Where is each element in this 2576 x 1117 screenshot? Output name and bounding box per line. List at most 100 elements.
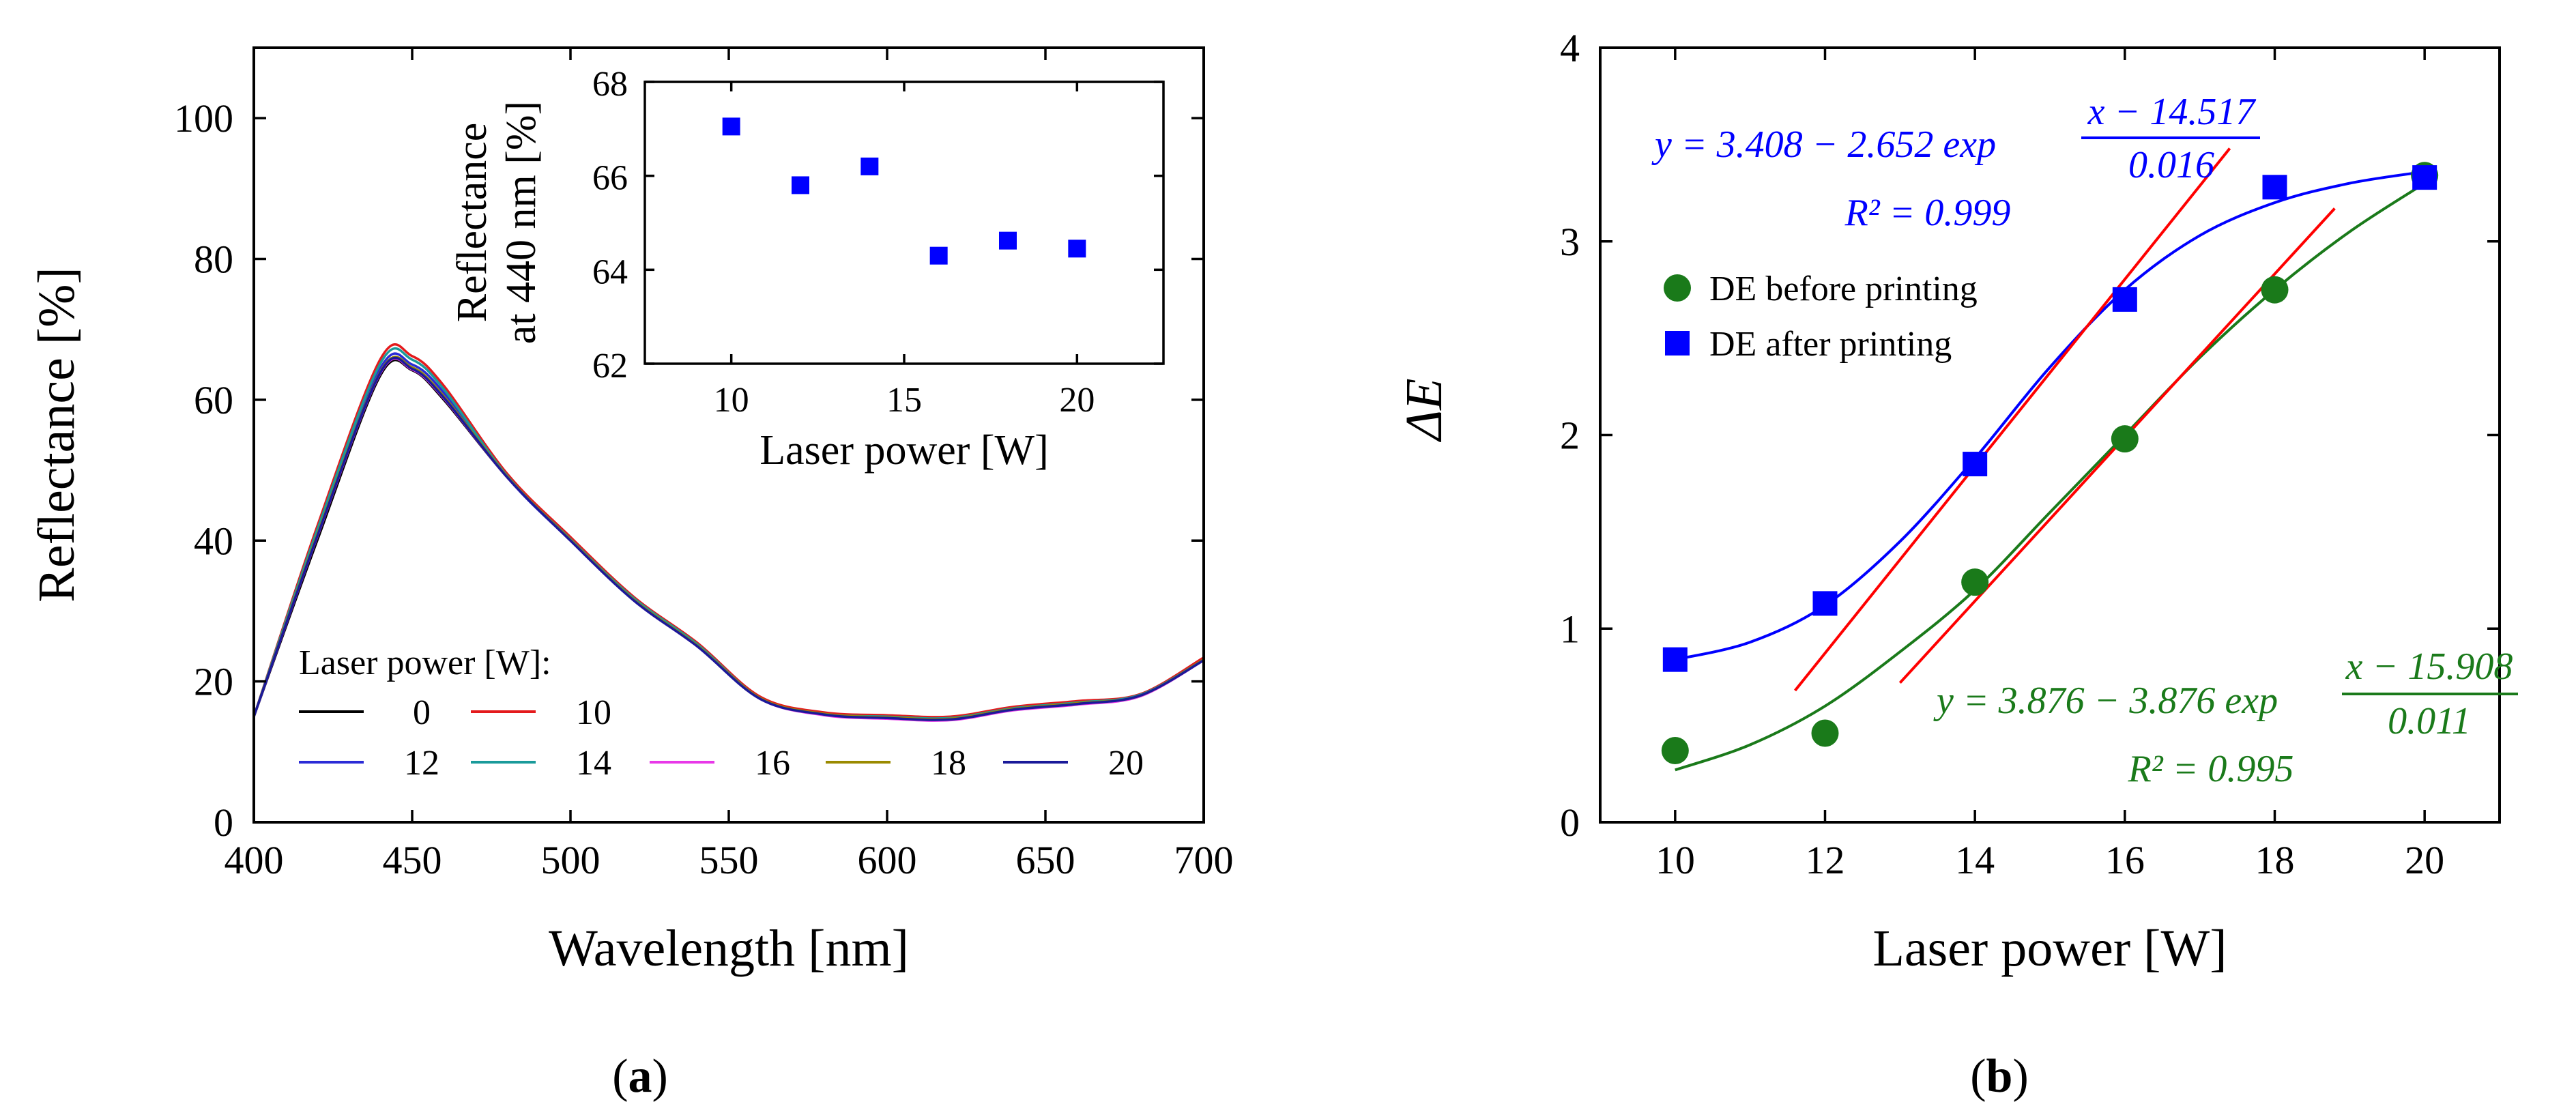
inset: 10 15 20 62 64 66 68 Laser power [W] Reflectan… — [449, 65, 1165, 474]
point-after-printing — [2262, 175, 2287, 200]
reflectance-curves — [252, 343, 1204, 722]
point-after-printing — [1662, 647, 1688, 672]
plot-b-xtick-label: 16 — [2105, 838, 2145, 882]
inset-points — [722, 117, 1086, 265]
inset-ytick-label: 64 — [592, 252, 628, 291]
eq-before-r2: R² = 0.995 — [2128, 748, 2294, 790]
plot-a-ytick-label: 20 — [194, 660, 233, 704]
plot-a-ylabel: Reflectance [%] — [28, 267, 85, 603]
eq-before-lhs: y = 3.876 − 3.876 exp — [1933, 680, 2278, 722]
point-before-printing — [2111, 425, 2139, 453]
eq-before-numerator: x − 15.908 — [2345, 645, 2513, 688]
point-before-printing — [1661, 737, 1689, 765]
legend-label-12: 12 — [404, 744, 439, 783]
inset-ytick-label: 66 — [592, 159, 628, 198]
inset-ylabel-line2: at 440 nm [%] — [498, 101, 545, 344]
plot-b-xtick-label: 20 — [2405, 838, 2444, 882]
inset-point — [722, 117, 740, 136]
inset-point — [1068, 240, 1086, 258]
panel-b-label-open: ( — [1970, 1050, 1986, 1103]
legend-marker-before — [1664, 274, 1691, 302]
plot-b-xtick-label: 10 — [1655, 838, 1695, 882]
eq-after-lhs: y = 3.408 − 2.652 exp — [1651, 124, 1996, 166]
plot-b-ytick-label: 2 — [1560, 414, 1580, 458]
inset-ytick-label: 68 — [592, 65, 628, 104]
plot-a-xtick-label: 500 — [541, 838, 600, 882]
plot-a-xtick-label: 700 — [1174, 838, 1234, 882]
plot-a-ytick-label: 60 — [194, 378, 233, 422]
plot-b-points — [1661, 162, 2439, 765]
plot-a-legend: Laser power [W]: 0 10 12 14 16 18 20 — [299, 643, 1144, 783]
inset-point — [929, 246, 948, 265]
point-after-printing — [2412, 165, 2437, 190]
plot-b-xtick-label: 12 — [1806, 838, 1845, 882]
inset-ylabel-line1: Reflectance — [449, 123, 495, 323]
equation-after: y = 3.408 − 2.652 exp x − 14.517 0.016 R… — [1651, 91, 2260, 234]
legend-label-16: 16 — [755, 744, 790, 783]
plot-b-ylabel: ΔE — [1395, 378, 1453, 442]
legend-marker-after — [1665, 331, 1690, 356]
legend-label-20: 20 — [1108, 744, 1144, 783]
point-after-printing — [1963, 452, 1988, 477]
plot-a-ytick-label: 0 — [214, 800, 233, 845]
panel-b-label: (b) — [1970, 1050, 2029, 1103]
panel-a-label-letter: a — [628, 1050, 652, 1103]
eq-before-denominator: 0.011 — [2388, 700, 2471, 742]
plot-a-xtick-label: 450 — [383, 838, 442, 882]
inset-xtick-label: 20 — [1059, 381, 1095, 420]
plot-a-ytick-label: 100 — [174, 96, 233, 141]
panel-a-label-open: ( — [612, 1050, 628, 1103]
tangent-line-1 — [1794, 147, 2231, 692]
panel-a-label-close: ) — [652, 1050, 668, 1103]
equation-before: y = 3.876 − 3.876 exp x − 15.908 0.011 R… — [1933, 645, 2518, 790]
plot-a-ytick-label: 80 — [194, 237, 233, 282]
point-before-printing — [2261, 276, 2289, 304]
legend-label-0: 0 — [413, 693, 431, 732]
point-after-printing — [2112, 287, 2137, 312]
curve-20w — [252, 356, 1204, 721]
plot-b-ytick-label: 0 — [1560, 800, 1580, 845]
inset-point — [999, 231, 1017, 250]
legend-title: Laser power [W]: — [299, 643, 551, 682]
point-before-printing — [1961, 568, 1989, 596]
inset-xtick-label: 10 — [714, 381, 749, 420]
plot-a-xtick-label: 400 — [225, 838, 284, 882]
eq-after-r2: R² = 0.999 — [1844, 192, 2011, 234]
plot-b-xtick-label: 14 — [1955, 838, 1995, 882]
legend-label-10: 10 — [576, 693, 611, 732]
plot-a-ytick-label: 40 — [194, 519, 233, 563]
plot-b-ytick-label: 3 — [1560, 220, 1580, 264]
inset-xtick-label: 15 — [886, 381, 922, 420]
plot-a-xtick-label: 550 — [699, 838, 759, 882]
inset-point — [860, 157, 879, 175]
point-after-printing — [1812, 591, 1838, 616]
plot-a-xtick-label: 600 — [858, 838, 917, 882]
panel-a-label: (a) — [612, 1050, 668, 1103]
inset-ytick-label: 62 — [592, 347, 628, 386]
inset-ticks: 10 15 20 62 64 66 68 — [592, 65, 1163, 420]
eq-after-denominator: 0.016 — [2128, 144, 2214, 186]
plot-b-ytick-label: 4 — [1560, 26, 1580, 70]
eq-after-numerator: x − 14.517 — [2087, 91, 2257, 133]
panel-b-label-close: ) — [2012, 1050, 2028, 1103]
legend-label-18: 18 — [931, 744, 966, 783]
fit-curve-after — [1675, 170, 2425, 661]
plot-b-xlabel: Laser power [W] — [1872, 920, 2227, 977]
plot-b-xtick-label: 18 — [2255, 838, 2295, 882]
panel-b-label-letter: b — [1986, 1050, 2013, 1103]
plot-a-xtick-label: 650 — [1016, 838, 1075, 882]
point-before-printing — [1811, 719, 1839, 747]
legend-label-after: DE after printing — [1709, 325, 1952, 364]
inset-point — [792, 176, 809, 194]
plot-a-xlabel: Wavelength [nm] — [549, 920, 909, 977]
plot-b-ytick-label: 1 — [1560, 607, 1580, 651]
fit-curve-before — [1675, 182, 2426, 772]
legend-label-before: DE before printing — [1709, 270, 1978, 308]
inset-xlabel: Laser power [W] — [759, 427, 1048, 474]
legend-label-14: 14 — [576, 744, 611, 783]
